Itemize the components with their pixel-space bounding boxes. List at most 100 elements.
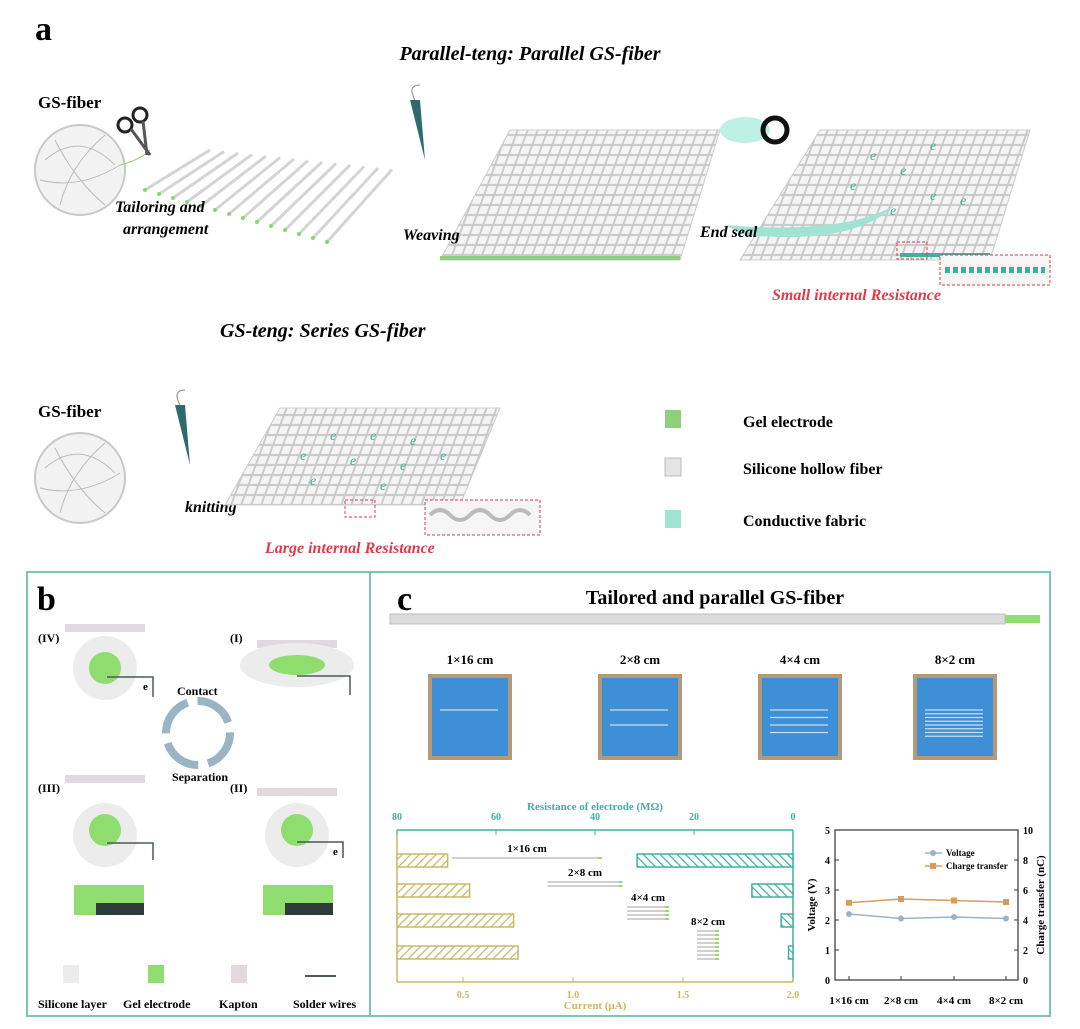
woven-fabric: [439, 129, 721, 261]
sample-label: 1×16 cm: [447, 652, 494, 667]
gel-electrode-swatch: [665, 410, 681, 428]
solder-wires: [107, 675, 351, 860]
resistance-bar: [780, 913, 794, 928]
legend-conductive-fabric: Conductive fabric: [743, 513, 866, 530]
right-tick-label: 8: [1023, 856, 1028, 867]
data-point: [846, 911, 852, 917]
fiber: [214, 156, 281, 212]
right-tick-label: 0: [1023, 976, 1028, 987]
fiber: [228, 157, 295, 216]
state-ii: (II): [230, 781, 247, 795]
top-tick-label: 80: [392, 812, 402, 823]
conductive-fabric-swatch: [665, 510, 681, 528]
gel-i: [269, 655, 325, 675]
fiber-end: [199, 204, 203, 208]
legend-label: Voltage: [946, 848, 975, 858]
electrode-detail-ii: [285, 903, 333, 915]
legend-marker: [930, 850, 936, 856]
legend-silicone-layer: Silicone layer: [38, 997, 108, 1011]
fiber: [172, 151, 239, 200]
resistance-bar: [636, 853, 794, 868]
electron-label-iv: e: [143, 681, 148, 693]
kapton-swatch: [231, 965, 247, 983]
series-line-0: [848, 913, 1007, 920]
gs-fiber-bar: [389, 613, 1006, 625]
electrode-detail-iii: [96, 903, 144, 915]
fiber: [283, 163, 352, 232]
legend-solder-wires: Solder wires: [293, 997, 357, 1011]
fiber: [325, 168, 394, 244]
resistance-bar: [787, 945, 794, 960]
bottom-axis-title: Current (μA): [564, 1000, 627, 1012]
fiber-end: [255, 220, 259, 224]
bottom-tick-label: 2.0: [787, 990, 800, 1001]
cycle-separation: Separation: [172, 770, 228, 784]
conductive-fabric-strip: [725, 205, 895, 237]
detail-knit: [428, 508, 532, 522]
kapton-iv: [65, 624, 145, 632]
step-weaving: Weaving: [403, 227, 460, 244]
x-tick-label: 1×16 cm: [829, 995, 869, 1007]
zoom-box-small: [896, 241, 928, 260]
parallel-title: Parallel-teng: Parallel GS-fiber: [398, 43, 660, 65]
fiber-length-label: 1×16 cm: [507, 843, 547, 855]
sample-photo: [432, 678, 508, 756]
large-resistance-label: Large internal Resistance: [264, 540, 435, 557]
x-tick-label: 4×4 cm: [937, 995, 971, 1007]
fiber: [144, 148, 211, 192]
fiber-end: [283, 228, 287, 232]
electron-symbol: e: [310, 474, 316, 489]
electron-symbol: e: [370, 429, 376, 444]
left-tick-label: 1: [825, 946, 830, 957]
resistance-bar: [751, 883, 794, 898]
electron-symbol: e: [440, 449, 446, 464]
tailored-fiber-array: [143, 148, 394, 244]
electron-symbol: e: [870, 149, 876, 164]
kapton-ii: [257, 788, 337, 796]
left-tick-label: 3: [825, 886, 830, 897]
legend-gel-electrode-b: Gel electrode: [123, 997, 191, 1011]
sample-label: 4×4 cm: [780, 652, 820, 667]
panel-b-label: b: [37, 581, 56, 618]
fiber-yarn-ball-icon: [34, 432, 126, 524]
sealed-fabric: [739, 129, 1031, 261]
right-tick-label: 10: [1023, 826, 1033, 837]
cycle-contact: Contact: [177, 684, 218, 698]
electron-symbol: e: [350, 454, 356, 469]
state-iv: (IV): [38, 631, 59, 645]
x-tick-label: 2×8 cm: [884, 995, 918, 1007]
data-point: [898, 915, 904, 922]
current-bar: [396, 913, 515, 928]
fiber-length-label: 2×8 cm: [568, 867, 602, 879]
electron-symbol: e: [380, 479, 386, 494]
zoom-detail-series: [424, 499, 541, 536]
panel-c-frame: [369, 571, 1051, 1017]
gs-fiber-label-top: GS-fiber: [38, 93, 102, 112]
electron-symbol: e: [890, 204, 896, 219]
electron-symbol: e: [330, 429, 336, 444]
fiber: [269, 162, 338, 228]
sample-photos: 1×16 cm 2×8 cm 4×4 cm 8×2 cm: [428, 652, 997, 760]
step-end-seal: End seal: [699, 224, 758, 241]
x-tick-label: 8×2 cm: [989, 995, 1023, 1007]
needle-icon: [175, 389, 190, 465]
electron-symbol: e: [930, 139, 936, 154]
fiber-end: [157, 192, 161, 196]
left-tick-label: 0: [825, 976, 830, 987]
current-bar: [396, 883, 471, 898]
gel-iv: [89, 652, 121, 684]
small-resistance-label: Small internal Resistance: [772, 287, 941, 304]
electron-symbol: e: [960, 194, 966, 209]
fiber-end: [185, 200, 189, 204]
series-line-1: [848, 898, 1007, 904]
silicone-layer-swatch: [63, 965, 79, 983]
gel-iii: [89, 814, 121, 846]
right-tick-label: 6: [1023, 886, 1028, 897]
step-tailoring-line2: arrangement: [123, 221, 209, 238]
fiber-end: [311, 236, 315, 240]
sample-label: 2×8 cm: [620, 652, 660, 667]
electron-symbol: e: [300, 449, 306, 464]
data-point: [951, 914, 957, 920]
fiber-end: [143, 188, 147, 192]
material-legend: Gel electrode Silicone hollow fiber Cond…: [664, 410, 883, 530]
